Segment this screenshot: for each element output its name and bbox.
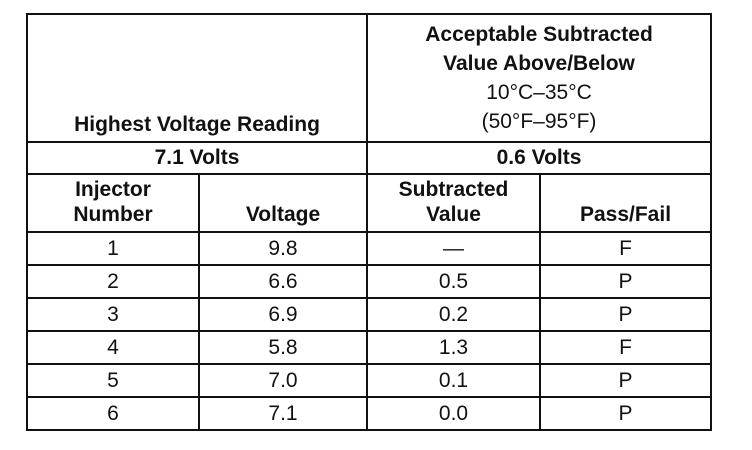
injector-number-cell: 6	[26, 396, 200, 431]
pass-fail-cell: P	[538, 264, 713, 299]
temperature-range-celsius: 10°C–35°C	[486, 81, 592, 104]
pass-fail-cell: P	[538, 363, 713, 398]
table-row: 5 7.0 0.1 P	[26, 363, 713, 398]
injector-number-cell: 4	[26, 330, 200, 365]
table-row: 2 6.6 0.5 P	[26, 264, 713, 299]
voltage-cell: 6.6	[198, 264, 368, 299]
column-header-injector: Injector Number	[26, 173, 200, 233]
pass-fail-cell: F	[538, 330, 713, 365]
subtracted-value-cell: —	[366, 231, 541, 266]
injector-number-cell: 5	[26, 363, 200, 398]
voltage-cell: 9.8	[198, 231, 368, 266]
table-row: 4 5.8 1.3 F	[26, 330, 713, 365]
subtracted-value-cell: 0.5	[366, 264, 541, 299]
subtracted-value-cell: 0.2	[366, 297, 541, 332]
subtracted-value-cell: 0.0	[366, 396, 541, 431]
acceptable-value-header: Acceptable Subtracted Value Above/Below …	[365, 13, 713, 143]
pass-fail-cell: P	[538, 396, 713, 431]
injector-header-line2: Number	[73, 203, 153, 226]
subtracted-header-line1: Subtracted	[398, 178, 509, 201]
acceptable-title-line1: Acceptable Subtracted	[425, 23, 653, 46]
highest-voltage-value: 7.1 Volts	[26, 141, 368, 175]
acceptable-value: 0.6 Volts	[365, 141, 713, 175]
voltage-cell: 7.0	[198, 363, 368, 398]
acceptable-title-line2: Value Above/Below	[443, 52, 635, 75]
pass-fail-cell: F	[538, 231, 713, 266]
voltage-cell: 5.8	[198, 330, 368, 365]
subtracted-value-cell: 1.3	[366, 330, 541, 365]
voltage-cell: 6.9	[198, 297, 368, 332]
injector-voltage-table: Highest Voltage Reading Acceptable Subtr…	[26, 13, 713, 431]
injector-number-cell: 2	[26, 264, 200, 299]
table-row: 6 7.1 0.0 P	[26, 396, 713, 431]
highest-voltage-header: Highest Voltage Reading	[26, 13, 368, 143]
table-row: 1 9.8 — F	[26, 231, 713, 266]
column-header-subtracted: Subtracted Value	[366, 173, 541, 233]
temperature-range-fahrenheit: (50°F–95°F)	[481, 110, 597, 133]
injector-number-cell: 3	[26, 297, 200, 332]
injector-number-cell: 1	[26, 231, 200, 266]
pass-fail-cell: P	[538, 297, 713, 332]
subtracted-header-line2: Value	[426, 203, 481, 226]
voltage-cell: 7.1	[198, 396, 368, 431]
table-row: 3 6.9 0.2 P	[26, 297, 713, 332]
injector-voltage-table-container: Highest Voltage Reading Acceptable Subtr…	[26, 13, 713, 433]
injector-header-line1: Injector	[75, 178, 151, 201]
column-header-pass-fail: Pass/Fail	[538, 173, 713, 233]
subtracted-value-cell: 0.1	[366, 363, 541, 398]
column-header-voltage: Voltage	[198, 173, 368, 233]
